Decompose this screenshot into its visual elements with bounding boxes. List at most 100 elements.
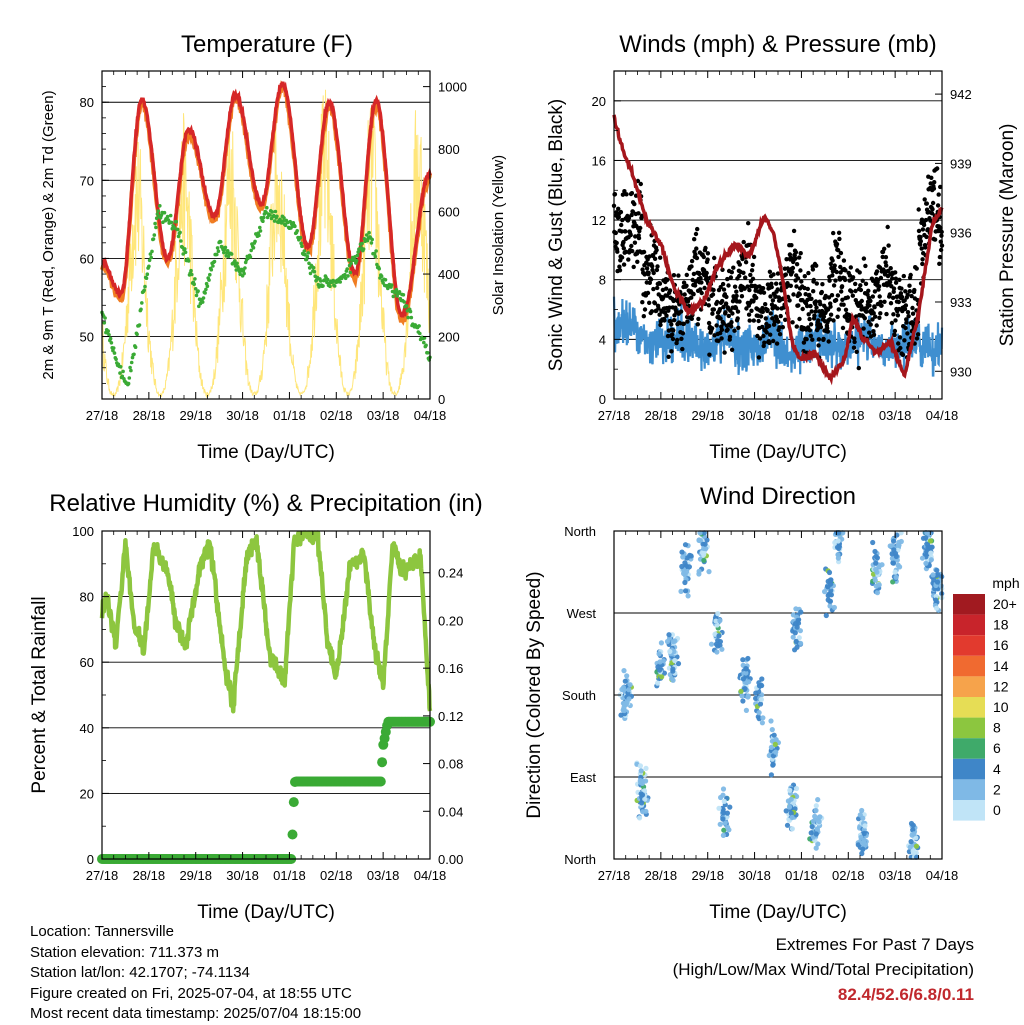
legend-swatch	[953, 800, 985, 821]
gust-point	[756, 355, 762, 360]
dewpoint-point	[321, 284, 325, 288]
gust-point	[644, 266, 650, 271]
direction-point	[718, 794, 724, 801]
dewpoint-point	[356, 250, 361, 254]
gust-point	[809, 309, 814, 314]
dewpoint-point	[212, 259, 217, 264]
gust-point	[684, 283, 689, 288]
gust-point	[802, 274, 807, 279]
x-tick-label: 02/18	[320, 408, 353, 423]
gust-point	[893, 270, 898, 275]
y-tick-label: 20	[592, 94, 606, 109]
gust-point	[825, 329, 830, 334]
direction-point	[670, 677, 676, 683]
dewpoint-point	[201, 296, 206, 300]
gust-point	[743, 260, 749, 265]
gust-point	[692, 237, 697, 242]
direction-point	[792, 630, 798, 636]
direction-point	[928, 557, 935, 563]
x-tick-label: 30/18	[738, 868, 771, 883]
gust-point	[693, 231, 699, 237]
gust-point	[828, 312, 834, 317]
direction-point	[758, 696, 765, 703]
direction-point	[772, 741, 778, 748]
direction-point	[661, 670, 668, 676]
gust-point	[745, 284, 750, 289]
gust-point	[874, 269, 880, 274]
direction-point	[725, 824, 731, 831]
gust-point	[615, 249, 620, 254]
gust-point	[883, 255, 889, 260]
gust-point	[725, 327, 730, 332]
gust-point	[771, 322, 777, 327]
y2-tick-label: 0.08	[438, 757, 463, 772]
dewpoint-point	[179, 239, 183, 243]
dewpoint-point	[394, 287, 399, 292]
dewpoint-point	[204, 287, 208, 292]
gust-point	[636, 235, 642, 241]
gust-point	[814, 263, 819, 268]
gust-point	[641, 249, 647, 255]
dewpoint-point	[355, 253, 360, 258]
direction-point	[696, 568, 702, 574]
gust-point	[705, 251, 711, 256]
gust-point	[729, 270, 734, 275]
gust-point	[819, 289, 824, 295]
legend-title: mph	[992, 575, 1019, 591]
legend-swatch	[953, 697, 985, 718]
gust-point	[907, 283, 912, 288]
direction-point	[783, 808, 789, 814]
gust-point	[756, 318, 761, 324]
gust-point	[877, 294, 882, 299]
gust-point	[741, 270, 746, 275]
gust-point	[620, 192, 626, 197]
gust-point	[689, 258, 695, 264]
gust-point	[623, 229, 628, 234]
gust-point	[654, 247, 659, 253]
dewpoint-point	[343, 276, 348, 281]
gust-point	[845, 295, 850, 300]
direction-point	[873, 583, 879, 589]
gust-point	[734, 289, 739, 294]
gust-point	[791, 292, 796, 297]
gust-point	[675, 337, 680, 343]
gust-point	[717, 307, 723, 312]
direction-point	[862, 823, 868, 829]
dewpoint-point	[299, 241, 303, 246]
direction-tick-label: East	[570, 770, 596, 785]
dewpoint-point	[196, 289, 200, 293]
dewpoint-point	[162, 210, 167, 215]
gust-point	[626, 215, 632, 221]
legend-label: 12	[993, 678, 1009, 694]
direction-point	[702, 541, 708, 547]
x-tick-label: 02/18	[832, 868, 865, 883]
gust-point	[861, 326, 866, 331]
gust-point	[799, 279, 804, 284]
gust-point	[681, 280, 687, 285]
dewpoint-point	[149, 255, 153, 260]
gust-point	[640, 300, 645, 305]
direction-point	[873, 553, 879, 560]
direction-point	[721, 827, 727, 833]
gust-point	[645, 290, 651, 296]
direction-point	[643, 765, 649, 772]
gust-point	[795, 276, 801, 281]
gust-point	[836, 248, 841, 253]
direction-point	[743, 666, 749, 672]
gust-point	[895, 313, 901, 318]
gust-point	[647, 254, 652, 259]
direction-point	[890, 560, 897, 566]
gust-point	[935, 166, 940, 171]
gust-point	[837, 236, 842, 242]
direction-point	[753, 695, 759, 702]
gust-point	[751, 254, 757, 260]
dewpoint-point	[251, 246, 256, 250]
gust-point	[836, 254, 841, 260]
dewpoint-point	[108, 336, 113, 341]
direction-point	[910, 848, 916, 854]
direction-point	[743, 707, 750, 714]
gust-point	[633, 234, 638, 239]
gust-point	[796, 303, 801, 308]
gust-point	[775, 271, 781, 276]
gust-point	[919, 217, 925, 222]
